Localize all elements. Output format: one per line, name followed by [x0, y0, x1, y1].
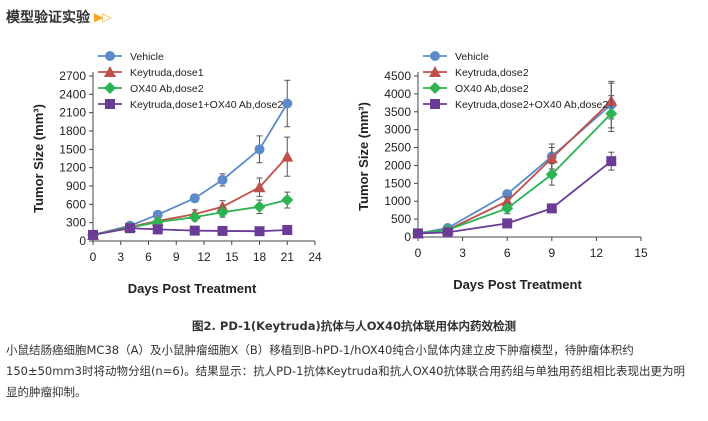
y-tick-label: 1200 — [59, 161, 86, 175]
data-point — [282, 98, 293, 109]
data-point — [282, 225, 293, 235]
data-point — [189, 225, 200, 236]
data-point — [125, 223, 135, 234]
x-axis-title: Days Post Treatment — [128, 281, 257, 296]
legend-marker — [429, 82, 441, 94]
series-line — [417, 103, 612, 235]
y-tick-label: 3000 — [384, 123, 411, 137]
y-tick-label: 2700 — [59, 69, 86, 83]
legend-marker — [429, 66, 441, 77]
x-tick-label: 24 — [308, 250, 322, 264]
data-point — [254, 144, 265, 155]
x-axis-title: Days Post Treatment — [453, 277, 582, 292]
legend-label: Keytruda,dose2+OX40 Ab,dose2 — [455, 99, 608, 111]
chart-a: 0 300 600 900 1200 1500 1800 2100 2400 2700 0 3 6 9 12… — [31, 51, 322, 296]
legend-label: Keytruda,dose1 — [130, 67, 204, 79]
data-point — [217, 225, 228, 236]
series-2 — [412, 95, 618, 240]
data-point — [442, 227, 453, 238]
x-tick-label: 3 — [459, 246, 466, 260]
y-tick-label: 4000 — [384, 87, 411, 101]
data-point — [502, 218, 513, 229]
y-tick-label: 1800 — [59, 124, 86, 138]
legend: Vehicle Keytruda,dose1 OX40 Ab,dose2 Keytru… — [98, 51, 283, 111]
x-tick-label: 15 — [634, 246, 648, 260]
legend-marker — [430, 99, 440, 109]
x-tick-label: 12 — [590, 246, 604, 260]
data-point — [253, 181, 266, 193]
x-tick-label: 9 — [548, 246, 555, 260]
y-tick-label: 1000 — [384, 194, 411, 208]
legend-label: Vehicle — [130, 51, 164, 63]
data-point — [189, 193, 200, 204]
legend-marker — [105, 51, 115, 61]
data-point — [217, 174, 228, 185]
data-point — [253, 200, 266, 213]
legend-marker — [104, 82, 116, 94]
y-tick-label: 4500 — [384, 69, 411, 83]
data-point — [281, 150, 294, 162]
data-point — [281, 194, 294, 207]
legend: Vehicle Keytruda,dose2 OX40 Ab,dose2 Keytru… — [423, 51, 608, 111]
figure-description: 小鼠结肠癌细胞MC38（A）及小鼠肿瘤细胞X（B）移植到B-hPD-1/hOX4… — [6, 343, 685, 399]
y-tick-label: 1500 — [384, 176, 411, 190]
x-tick-label: 6 — [504, 246, 511, 260]
chart-b: 0 500 1000 1500 2000 2500 3000 3500 4000 4500 0 3 6 9… — [356, 51, 648, 292]
y-axis-title: Tumor Size (mm³) — [31, 104, 46, 213]
section-title: 模型验证实验 — [6, 10, 90, 26]
data-point — [545, 152, 558, 164]
series-line — [417, 112, 612, 235]
x-tick-label: 12 — [197, 250, 211, 264]
data-point — [501, 202, 514, 215]
legend-label: Keytruda,dose2 — [455, 67, 529, 79]
series-line — [417, 100, 612, 235]
legend-marker — [105, 99, 115, 109]
data-point — [216, 206, 229, 219]
data-point — [88, 229, 98, 240]
section-header: 模型验证实验 ▶▷ — [6, 6, 111, 28]
y-tick-label: 2500 — [384, 141, 411, 155]
y-tick-label: 2400 — [59, 87, 86, 101]
x-tick-label: 18 — [253, 250, 267, 264]
data-point — [254, 226, 265, 237]
data-point — [545, 168, 558, 181]
x-tick-label: 15 — [225, 250, 239, 264]
x-tick-label: 9 — [173, 250, 180, 264]
legend-marker — [430, 51, 440, 61]
y-tick-label: 500 — [391, 212, 411, 226]
data-point — [546, 203, 557, 214]
x-tick-label: 0 — [415, 246, 422, 260]
series-line — [92, 156, 288, 236]
arrow-icons: ▶▷ — [94, 10, 111, 24]
data-point — [152, 224, 163, 235]
data-point — [413, 228, 423, 239]
figure-caption: 图2. PD-1(Keytruda)抗体与人OX40抗体联用体内药效检测 — [192, 319, 516, 333]
legend-label: Vehicle — [455, 51, 489, 63]
x-tick-label: 3 — [117, 250, 124, 264]
y-axis-title: Tumor Size (mm³) — [356, 102, 371, 211]
y-tick-label: 1500 — [59, 142, 86, 156]
series-3 — [88, 223, 293, 240]
y-tick-label: 300 — [66, 216, 86, 230]
legend-label: OX40 Ab,dose2 — [455, 83, 529, 95]
series-3 — [413, 151, 617, 239]
data-point — [188, 211, 201, 224]
legend-marker — [104, 66, 116, 77]
y-tick-label: 0 — [404, 230, 411, 244]
x-tick-label: 6 — [145, 250, 152, 264]
x-tick-label: 0 — [90, 250, 97, 264]
data-point — [152, 209, 163, 220]
y-tick-label: 2100 — [59, 106, 86, 120]
y-tick-label: 600 — [66, 197, 86, 211]
x-tick-label: 21 — [281, 250, 295, 264]
y-tick-label: 2000 — [384, 158, 411, 172]
y-tick-label: 900 — [66, 179, 86, 193]
data-point — [606, 156, 617, 167]
series-line — [417, 160, 612, 235]
data-point — [605, 107, 618, 120]
legend-label: OX40 Ab,dose2 — [130, 83, 204, 95]
legend-label: Keytruda,dose1+OX40 Ab,dose2 — [130, 99, 283, 111]
y-tick-label: 3500 — [384, 105, 411, 119]
y-tick-label: 0 — [79, 234, 86, 248]
